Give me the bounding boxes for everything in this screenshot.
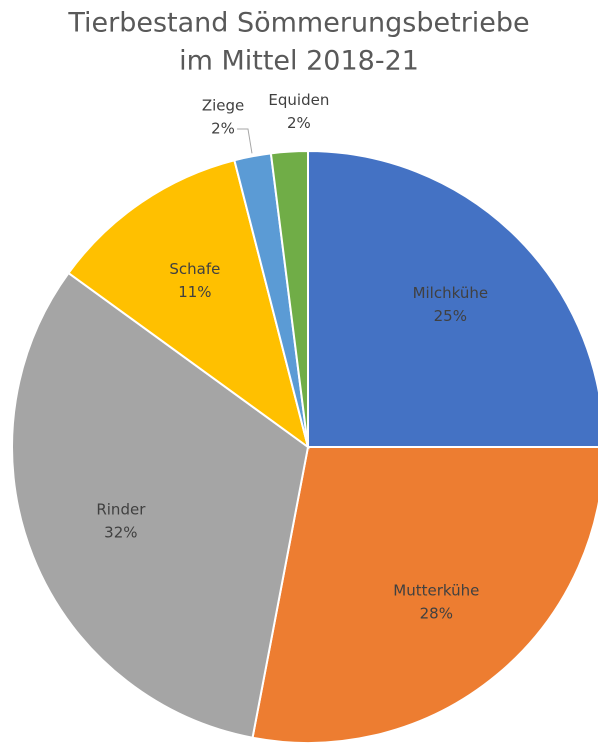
chart-title: im Mittel 2018-21 xyxy=(179,46,419,77)
data-label-value: 32% xyxy=(104,524,137,542)
data-label-name: Schafe xyxy=(169,260,220,278)
data-label-name: Mutterkühe xyxy=(393,582,479,600)
pie-slice xyxy=(11,271,310,739)
pie-slice xyxy=(67,159,310,450)
data-label-value: 2% xyxy=(287,114,311,132)
pie-slice xyxy=(307,149,598,448)
leader-line xyxy=(237,128,253,154)
data-label-name: Ziege xyxy=(202,96,244,114)
chart-title: Tierbestand Sömmerungsbetriebe xyxy=(67,8,529,39)
data-label-value: 2% xyxy=(211,119,235,137)
pie-slice xyxy=(269,149,309,448)
data-label-value: 28% xyxy=(420,605,453,623)
data-label-name: Rinder xyxy=(96,501,146,519)
data-label-value: 25% xyxy=(434,307,467,325)
data-label-name: Milchkühe xyxy=(413,284,489,302)
data-label-value: 11% xyxy=(178,283,211,301)
data-label-name: Equiden xyxy=(268,91,329,109)
